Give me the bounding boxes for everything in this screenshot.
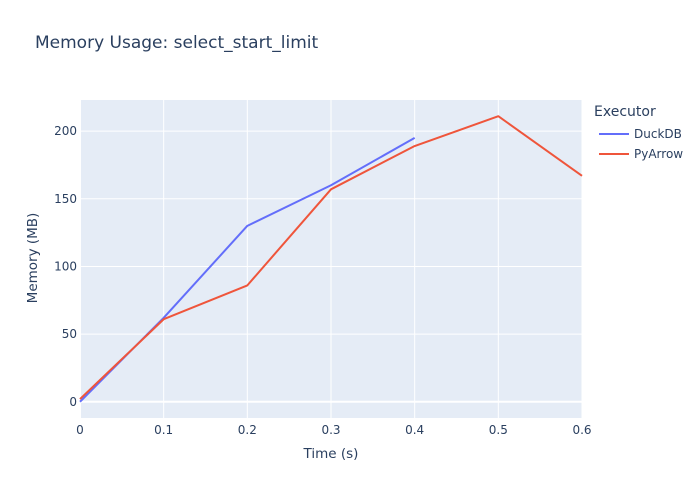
x-tick-label: 0.4 [405, 423, 424, 437]
y-tick-label: 0 [69, 395, 77, 409]
legend-item-duckdb[interactable]: DuckDB [594, 124, 683, 144]
legend-item-pyarrow[interactable]: PyArrow [594, 144, 683, 164]
series-lines [79, 115, 583, 403]
x-tick-label: 0.6 [572, 423, 591, 437]
x-tick-label: 0.2 [238, 423, 257, 437]
y-axis-label: Memory (MB) [25, 212, 41, 304]
legend-title: Executor [594, 104, 656, 120]
y-tick-label: 50 [62, 327, 77, 341]
x-tick-label: 0.5 [489, 423, 508, 437]
y-tick-label: 150 [54, 192, 77, 206]
x-axis-label: Time (s) [303, 446, 359, 462]
x-tick-label: 0.1 [154, 423, 173, 437]
x-tick-label: 0 [76, 423, 84, 437]
tick-labels: 0 0.1 0.2 0.3 0.4 0.5 0.6 0 50 100 150 200 [54, 124, 591, 437]
series-line-pyarrow[interactable] [79, 115, 583, 400]
legend-swatch-duckdb [599, 133, 629, 135]
y-tick-label: 200 [54, 124, 77, 138]
legend-label-duckdb: DuckDB [634, 127, 682, 141]
chart-title: Memory Usage: select_start_limit [35, 33, 319, 53]
legend-label-pyarrow: PyArrow [634, 147, 684, 161]
x-tick-label: 0.3 [321, 423, 340, 437]
y-tick-label: 100 [54, 259, 77, 273]
legend: Executor DuckDB PyArrow [594, 104, 683, 164]
legend-swatch-pyarrow [599, 153, 629, 155]
grid-lines [79, 100, 583, 418]
